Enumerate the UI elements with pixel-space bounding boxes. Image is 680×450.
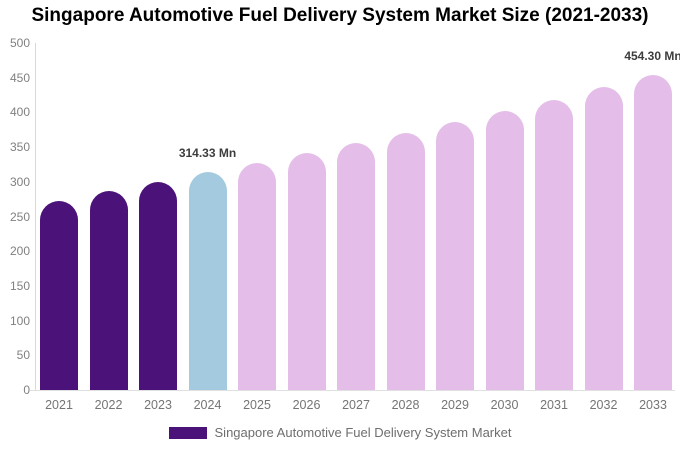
y-tick-label: 150 — [9, 278, 30, 293]
bar-2032 — [584, 87, 623, 390]
x-tick-label-2027: 2027 — [342, 398, 370, 412]
legend: Singapore Automotive Fuel Delivery Syste… — [0, 425, 680, 440]
bar-2033 — [634, 74, 672, 390]
y-tick-label: 450 — [9, 70, 30, 85]
x-tick-label-2029: 2029 — [441, 398, 469, 412]
y-tick-label: 100 — [9, 313, 30, 328]
x-tick-label-2023: 2023 — [144, 398, 172, 412]
x-tick-label-2033: 2033 — [639, 398, 667, 412]
bar-2028 — [386, 133, 425, 390]
x-tick-label-2031: 2031 — [540, 398, 568, 412]
bar-2026 — [287, 153, 326, 390]
x-tick-label-2025: 2025 — [243, 398, 271, 412]
x-tick-label-2028: 2028 — [391, 398, 420, 412]
y-tick-label: 500 — [9, 36, 30, 50]
y-tick-label: 50 — [16, 348, 30, 363]
data-label-2033: 454.30 Mn — [624, 48, 680, 63]
legend-swatch — [168, 426, 207, 439]
bar-2024 — [188, 171, 227, 390]
bar-2023 — [139, 181, 177, 390]
bar-2025 — [238, 162, 276, 390]
y-tick-label: 0 — [23, 383, 30, 397]
x-tick-label-2032: 2032 — [589, 398, 618, 412]
y-axis-line — [35, 43, 36, 390]
y-tick-label: 350 — [9, 140, 30, 155]
x-tick-label-2021: 2021 — [45, 398, 73, 412]
y-tick-label: 200 — [9, 244, 30, 259]
chart-title: Singapore Automotive Fuel Delivery Syste… — [31, 5, 649, 26]
bar-2030 — [485, 111, 524, 390]
x-tick-label-2026: 2026 — [292, 398, 321, 412]
y-tick-label: 300 — [9, 174, 30, 189]
data-label-2024: 314.33 Mn — [178, 145, 237, 160]
bar-2022 — [89, 190, 128, 390]
bar-2031 — [535, 99, 573, 390]
x-tick-label-2030: 2030 — [490, 398, 519, 412]
y-tick-label: 400 — [9, 105, 30, 120]
bar-2029 — [436, 122, 474, 390]
y-tick-label: 250 — [9, 209, 30, 224]
legend-label: Singapore Automotive Fuel Delivery Syste… — [214, 425, 512, 440]
x-tick-label-2022: 2022 — [94, 398, 123, 412]
bar-2021 — [40, 200, 78, 390]
bar-2027 — [337, 143, 375, 390]
x-axis-line — [30, 390, 675, 391]
x-tick-label-2024: 2024 — [193, 398, 222, 412]
